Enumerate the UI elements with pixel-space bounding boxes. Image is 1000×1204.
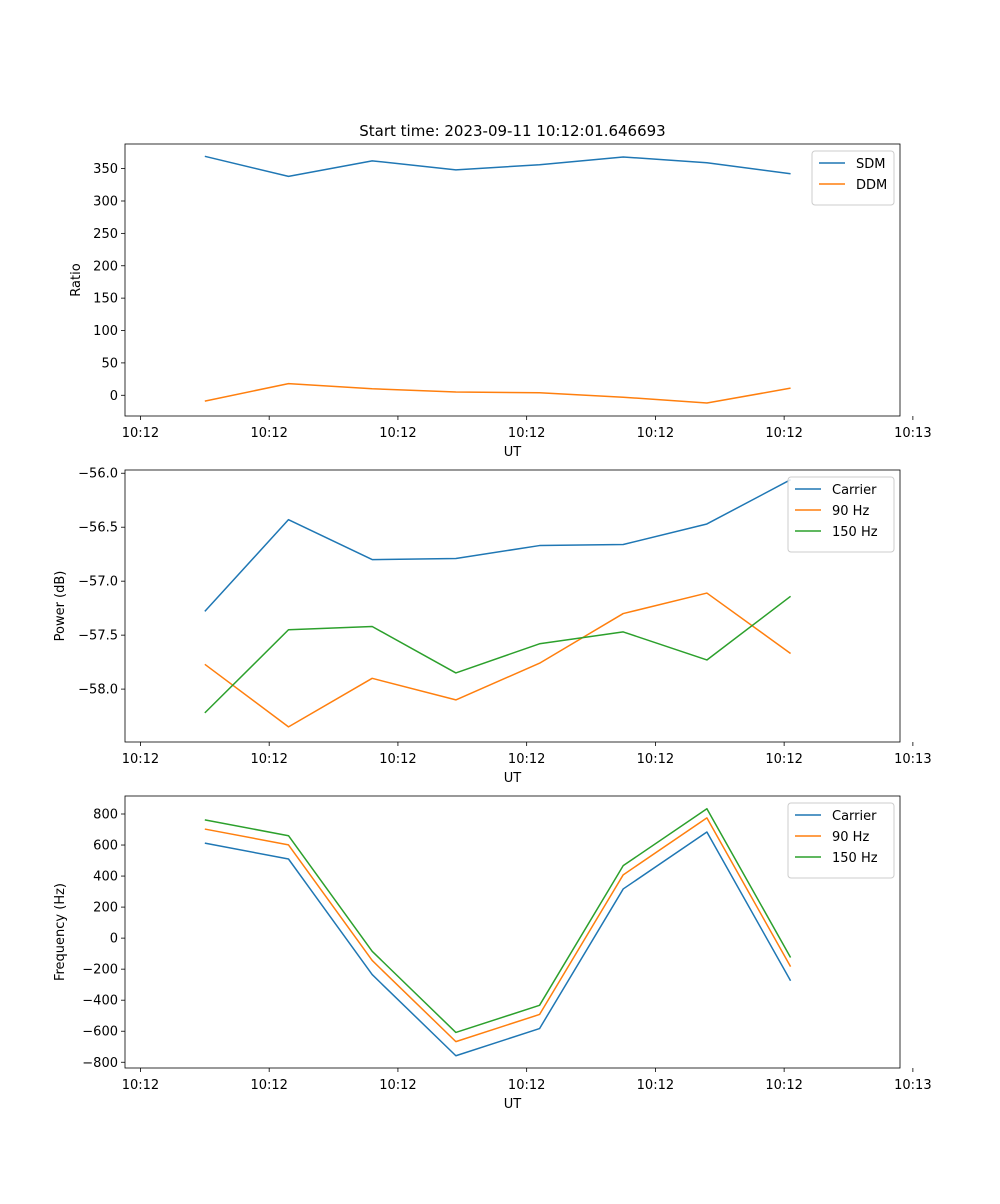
x-tick-label: 10:12	[122, 426, 159, 441]
y-tick-label: −800	[82, 1056, 118, 1071]
legend-box	[787, 802, 895, 879]
legend-label: DDM	[856, 178, 887, 193]
x-tick-label: 10:12	[250, 426, 287, 441]
x-tick-label: 10:12	[122, 752, 159, 767]
series-line-90-hz	[204, 817, 792, 1043]
axes-frame	[124, 795, 901, 1069]
legend-label: 90 Hz	[832, 504, 869, 519]
legend-box	[811, 150, 895, 206]
y-tick-label: −57.5	[78, 629, 118, 644]
y-tick-label: 250	[93, 227, 118, 242]
y-axis-label: Frequency (Hz)	[53, 883, 68, 981]
y-tick-label: −400	[82, 994, 118, 1009]
y-tick-label: 50	[101, 356, 118, 371]
x-tick-label: 10:12	[765, 426, 802, 441]
y-tick-label: 200	[93, 259, 118, 274]
y-tick-label: −56.5	[78, 521, 118, 536]
series-line-150-hz	[204, 807, 792, 1034]
y-tick-label: 400	[93, 870, 118, 885]
x-tick-label: 10:13	[894, 752, 931, 767]
legend-label: 90 Hz	[832, 830, 869, 845]
series-line-90-hz	[204, 592, 792, 728]
legend-label: Carrier	[832, 809, 877, 824]
y-tick-label: 0	[110, 389, 118, 404]
x-tick-label: 10:13	[894, 1078, 931, 1093]
series-line-carrier	[204, 479, 791, 612]
x-tick-label: 10:12	[508, 1078, 545, 1093]
y-tick-label: −200	[82, 963, 118, 978]
x-tick-label: 10:12	[637, 752, 674, 767]
legend-label: SDM	[856, 157, 885, 172]
series-line-ddm	[204, 382, 791, 404]
x-tick-label: 10:12	[637, 1078, 674, 1093]
x-tick-label: 10:12	[765, 752, 802, 767]
y-tick-label: 0	[110, 932, 118, 947]
y-tick-label: 150	[93, 292, 118, 307]
y-tick-label: 100	[93, 324, 118, 339]
x-tick-label: 10:12	[508, 426, 545, 441]
x-tick-label: 10:12	[250, 752, 287, 767]
series-line-150-hz	[204, 595, 792, 714]
y-tick-label: −600	[82, 1025, 118, 1040]
x-tick-label: 10:12	[765, 1078, 802, 1093]
x-tick-label: 10:13	[894, 426, 931, 441]
x-axis-label: UT	[504, 445, 522, 460]
legend-label: 150 Hz	[832, 525, 878, 540]
legend-label: 150 Hz	[832, 851, 878, 866]
series-line-carrier	[204, 831, 792, 1057]
x-tick-label: 10:12	[250, 1078, 287, 1093]
figure-title: Start time: 2023-09-11 10:12:01.646693	[359, 122, 665, 140]
x-tick-label: 10:12	[637, 426, 674, 441]
y-axis-label: Ratio	[69, 263, 84, 296]
y-tick-label: −58.0	[78, 683, 118, 698]
y-tick-label: −56.0	[78, 467, 118, 482]
y-tick-label: 200	[93, 901, 118, 916]
x-axis-label: UT	[504, 1097, 522, 1112]
frequency-panel: 10:12 10:12 10:12 10:12 10:12 10:12 10:13 −800 −…	[53, 795, 932, 1112]
axes-frame	[124, 143, 901, 417]
x-tick-label: 10:12	[122, 1078, 159, 1093]
axes-frame	[124, 469, 901, 743]
x-axis-label: UT	[504, 771, 522, 786]
legend-label: Carrier	[832, 483, 877, 498]
x-tick-label: 10:12	[379, 1078, 416, 1093]
x-tick-label: 10:12	[379, 752, 416, 767]
power-panel: 10:12 10:12 10:12 10:12 10:12 10:12 10:13 −58.0…	[53, 467, 932, 786]
y-tick-label: 300	[93, 194, 118, 209]
y-tick-label: −57.0	[78, 575, 118, 590]
series-line-sdm	[204, 155, 791, 178]
x-tick-label: 10:12	[379, 426, 416, 441]
x-tick-label: 10:12	[508, 752, 545, 767]
y-tick-label: 350	[93, 162, 118, 177]
y-tick-label: 800	[93, 807, 118, 822]
y-axis-label: Power (dB)	[53, 571, 68, 642]
ratio-panel: 10:12 10:12 10:12 10:12 10:12 10:12 10:13 0 50 10…	[69, 143, 932, 460]
legend-box	[787, 476, 895, 553]
y-tick-label: 600	[93, 839, 118, 854]
